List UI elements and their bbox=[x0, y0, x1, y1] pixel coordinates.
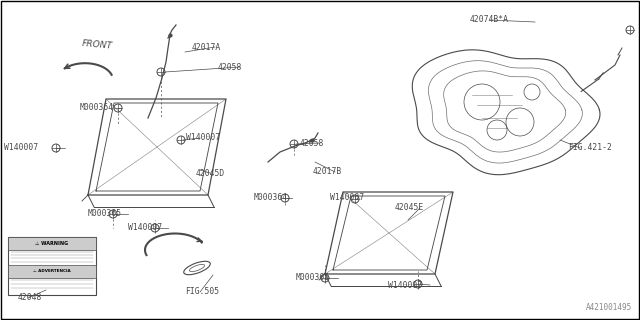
Text: 42045D: 42045D bbox=[196, 169, 225, 178]
Text: M000364: M000364 bbox=[80, 103, 114, 113]
Text: M000364: M000364 bbox=[254, 194, 288, 203]
Text: 42074B*A: 42074B*A bbox=[470, 15, 509, 25]
Text: 42017A: 42017A bbox=[192, 43, 221, 52]
Text: 42048: 42048 bbox=[18, 293, 42, 302]
Text: FIG.505: FIG.505 bbox=[185, 287, 219, 297]
Text: W140007: W140007 bbox=[186, 133, 220, 142]
Text: FRONT: FRONT bbox=[81, 39, 113, 51]
Text: 42058: 42058 bbox=[218, 62, 243, 71]
Bar bbox=[8, 237, 96, 295]
Text: 42058: 42058 bbox=[300, 139, 324, 148]
Text: FIG.421-2: FIG.421-2 bbox=[568, 143, 612, 153]
Text: W140007: W140007 bbox=[388, 281, 422, 290]
Text: 42017B: 42017B bbox=[313, 167, 342, 177]
Text: M000365: M000365 bbox=[296, 274, 330, 283]
Text: ⚠ ADVERTENCIA: ⚠ ADVERTENCIA bbox=[33, 269, 71, 273]
Bar bbox=[8, 237, 96, 250]
Text: A421001495: A421001495 bbox=[586, 303, 632, 312]
Text: 42045E: 42045E bbox=[395, 204, 424, 212]
Text: M000365: M000365 bbox=[88, 210, 122, 219]
Text: W140007: W140007 bbox=[330, 194, 364, 203]
Text: W140007: W140007 bbox=[4, 143, 38, 153]
Bar bbox=[8, 265, 96, 277]
Text: W140007: W140007 bbox=[128, 223, 162, 233]
Text: ⚠ WARNING: ⚠ WARNING bbox=[35, 241, 68, 246]
